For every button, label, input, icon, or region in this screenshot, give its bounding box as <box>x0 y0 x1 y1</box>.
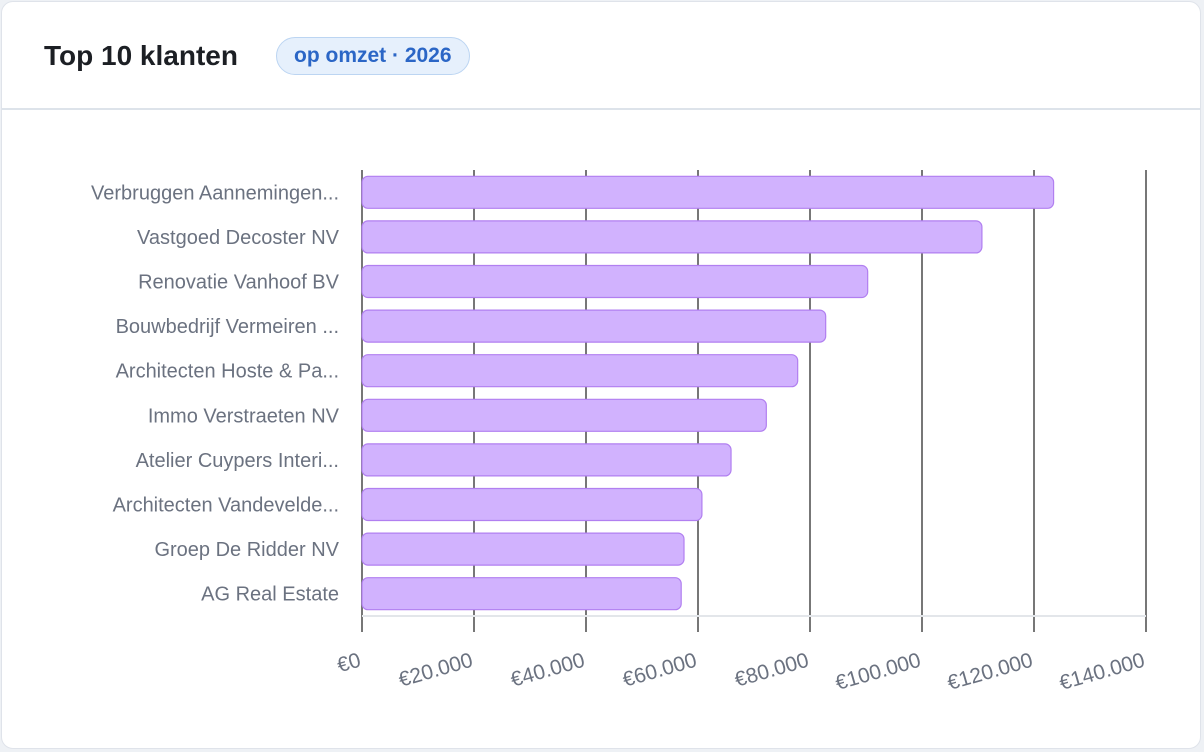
bar <box>361 220 983 254</box>
category-label: Verbruggen Aannemingen... <box>91 182 339 204</box>
category-label: Renovatie Vanhoof BV <box>138 272 340 294</box>
bar <box>361 487 703 522</box>
bar <box>361 532 685 566</box>
x-tick-label: €20.000 <box>396 649 475 692</box>
category-label: Immo Verstraeten NV <box>148 405 340 427</box>
category-label: AG Real Estate <box>201 584 339 606</box>
period-badge: op omzet · 2026 <box>276 37 470 75</box>
bar <box>361 309 827 343</box>
bar <box>361 264 869 299</box>
category-label: Groep De Ridder NV <box>154 539 339 561</box>
category-label: Vastgoed Decoster NV <box>137 227 340 249</box>
card-header: Top 10 klanten op omzet · 2026 <box>2 2 1200 110</box>
bar <box>361 398 767 432</box>
bar <box>361 175 1055 209</box>
x-tick-label: €60.000 <box>620 649 699 692</box>
bar <box>361 443 732 477</box>
card-title: Top 10 klanten <box>44 40 238 71</box>
x-tick-label: €0 <box>335 649 364 678</box>
x-tick-label: €140.000 <box>1057 649 1148 695</box>
bar <box>361 354 799 388</box>
x-tick-label: €100.000 <box>833 649 924 695</box>
x-tick-label: €120.000 <box>945 649 1036 695</box>
category-label: Architecten Hoste & Pa... <box>116 361 339 383</box>
category-label: Bouwbedrijf Vermeiren ... <box>116 316 339 338</box>
x-tick-label: €40.000 <box>508 649 587 692</box>
bar <box>361 577 682 611</box>
category-label: Architecten Vandevelde... <box>113 495 339 517</box>
category-label: Atelier Cuypers Interi... <box>136 450 339 472</box>
x-tick-label: €80.000 <box>732 649 811 692</box>
